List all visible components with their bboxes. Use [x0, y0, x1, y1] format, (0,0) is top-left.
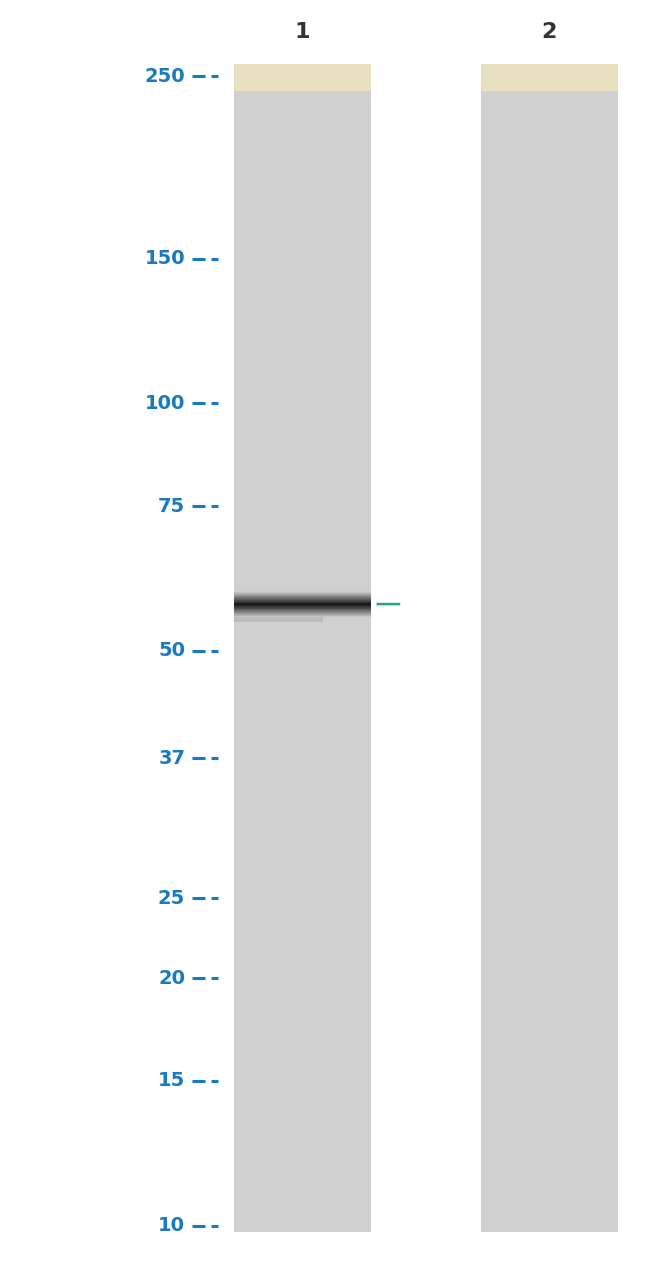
Bar: [234, 64, 370, 91]
Text: 100: 100: [145, 394, 185, 413]
Text: 25: 25: [158, 889, 185, 908]
Text: 37: 37: [158, 749, 185, 768]
Bar: [234, 612, 322, 622]
Text: 150: 150: [144, 249, 185, 268]
Text: 2: 2: [541, 22, 557, 42]
Text: 250: 250: [144, 67, 185, 85]
Bar: [481, 64, 618, 1232]
Bar: [481, 64, 618, 91]
Bar: [234, 64, 370, 1232]
Text: 1: 1: [294, 22, 310, 42]
Text: 10: 10: [158, 1217, 185, 1234]
Text: 15: 15: [158, 1072, 185, 1090]
Text: 75: 75: [158, 497, 185, 516]
Text: 20: 20: [158, 969, 185, 988]
Text: 50: 50: [158, 641, 185, 660]
